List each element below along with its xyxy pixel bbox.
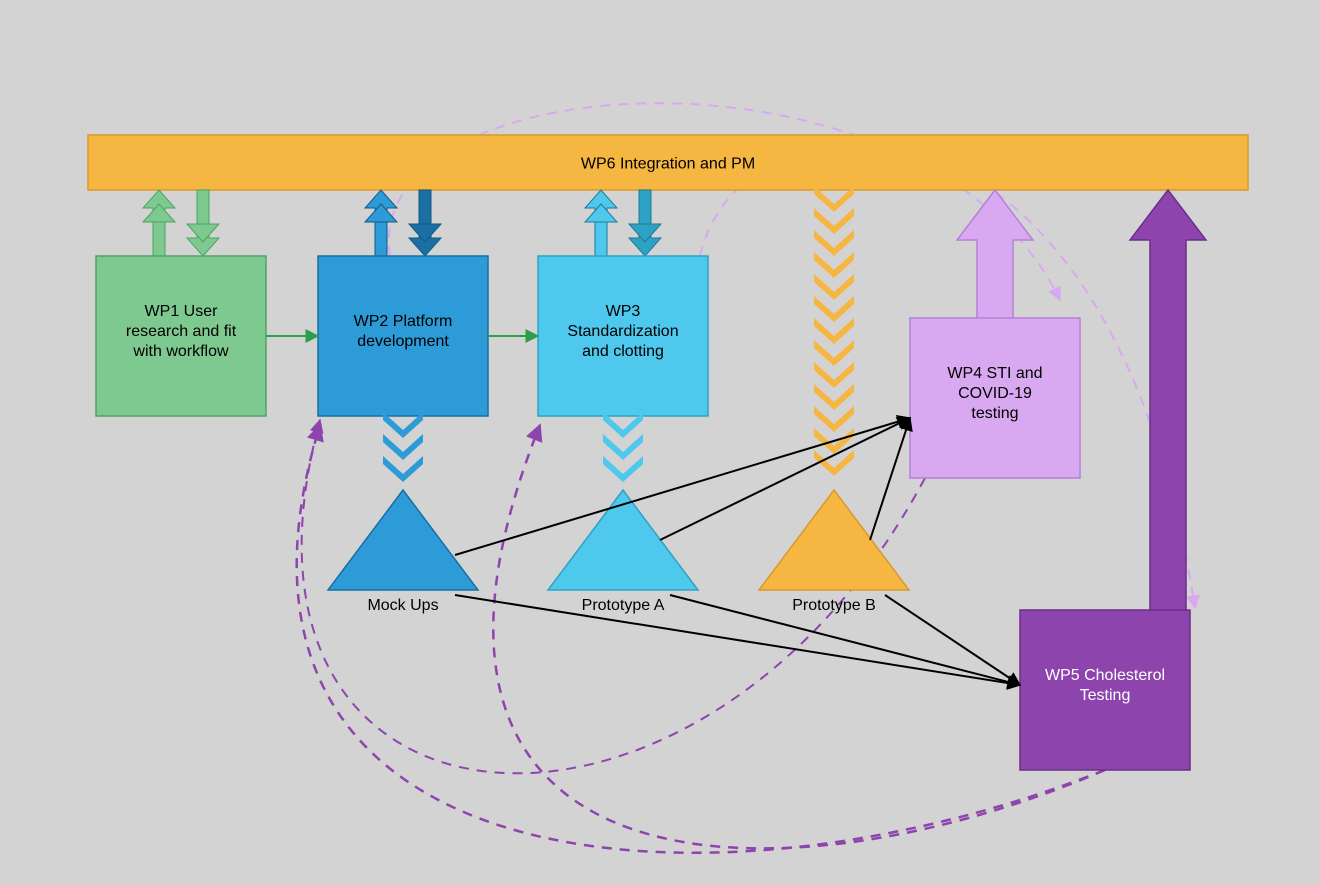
chevron-chain-orange (814, 186, 854, 476)
mockups-triangle (328, 490, 478, 590)
black-link-5 (885, 595, 1020, 685)
dbl-arrow-wp2 (365, 190, 441, 256)
chevron-chain-wp2 (383, 412, 423, 482)
dbl-arrow-wp3 (585, 190, 661, 256)
feedback-curve-1 (297, 425, 1105, 853)
wp6-label: WP6 Integration and PM (581, 156, 755, 173)
feedback-curve-3 (389, 103, 1060, 300)
protoB-label: Prototype B (792, 597, 876, 614)
black-link-1 (660, 418, 910, 540)
dbl-arrow-wp1 (143, 190, 219, 256)
mockups-label: Mock Ups (367, 597, 438, 614)
chevron-chain-wp3 (603, 412, 643, 482)
black-link-3 (455, 595, 1020, 685)
black-link-2 (870, 418, 910, 540)
big-arrow-wp5 (1130, 190, 1206, 648)
protoB-triangle (759, 490, 909, 590)
feedback-curve-2 (493, 425, 1105, 848)
protoA-label: Prototype A (582, 597, 665, 614)
